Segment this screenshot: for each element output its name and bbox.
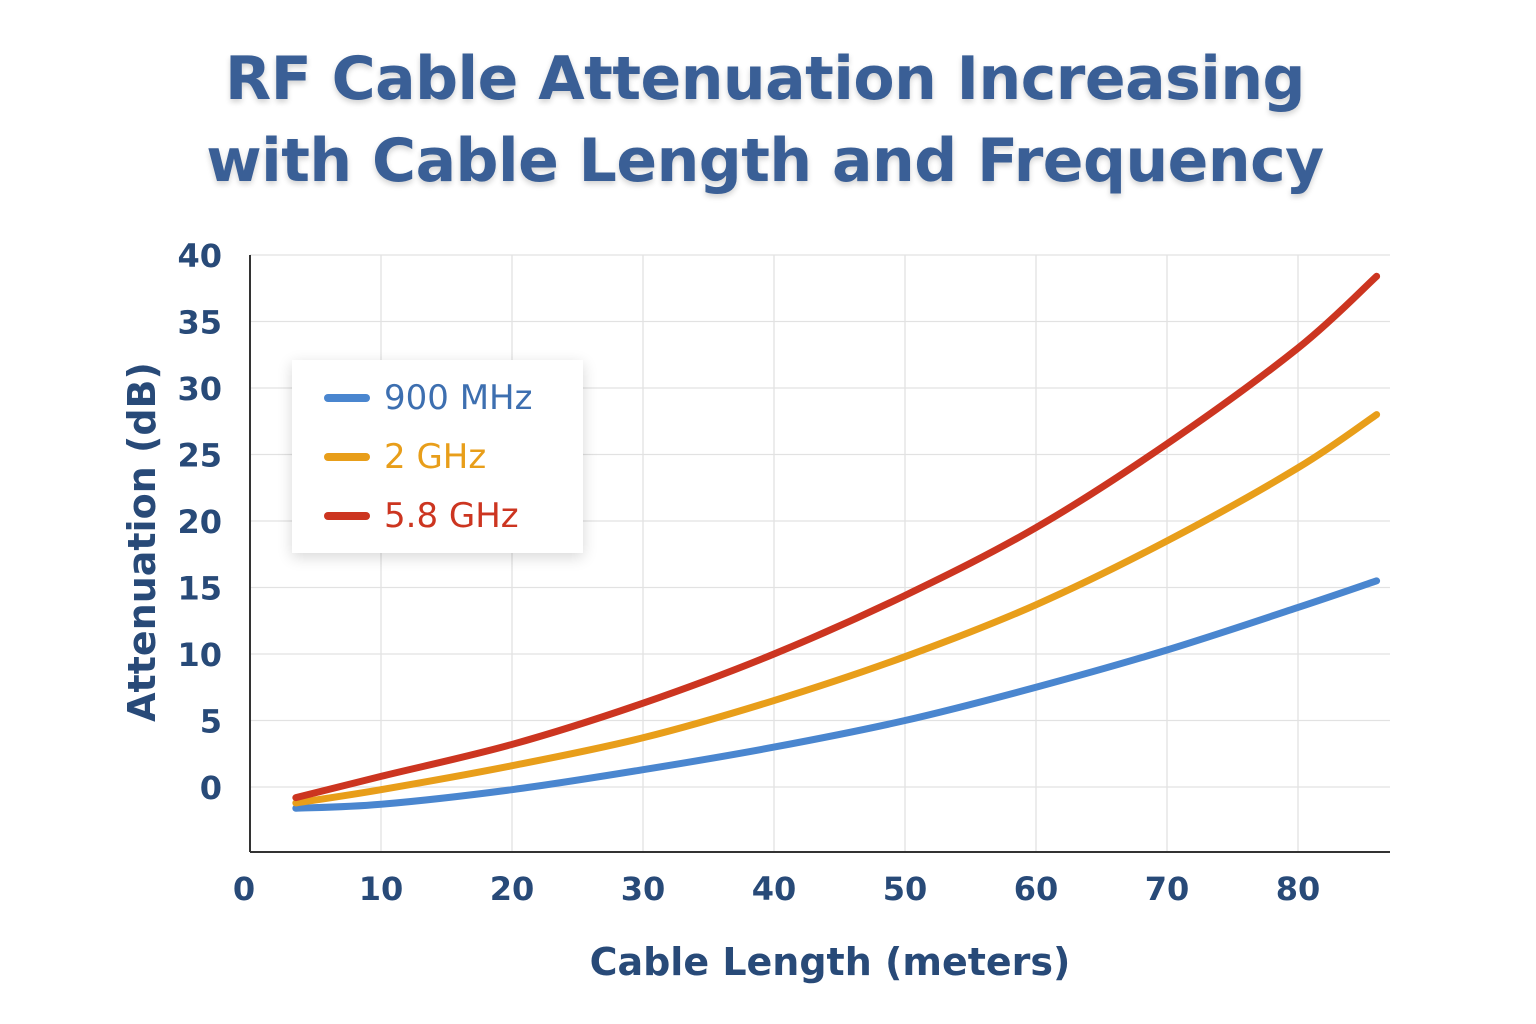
x-tick-label: 40 <box>752 870 797 908</box>
x-tick-label: 50 <box>883 870 928 908</box>
y-tick-label: 10 <box>177 636 222 674</box>
y-tick-label: 35 <box>177 304 222 342</box>
y-tick-label: 25 <box>177 437 222 475</box>
y-tick-label: 15 <box>177 570 222 608</box>
y-tick-label: 30 <box>177 370 222 408</box>
series-line-2-ghz <box>292 411 1381 807</box>
x-tick-label: 30 <box>621 870 666 908</box>
y-tick-label: 0 <box>200 769 222 807</box>
y-tick-label: 5 <box>200 703 222 741</box>
x-tick-label: 10 <box>359 870 404 908</box>
chart-title-line-1: RF Cable Attenuation Increasing <box>225 44 1306 114</box>
y-tick-label: 20 <box>177 503 222 541</box>
x-tick-label: 80 <box>1276 870 1321 908</box>
legend-swatch-900mhz <box>324 394 370 402</box>
legend-label-5-8ghz: 5.8 GHz <box>384 496 519 536</box>
chart-title: RF Cable Attenuation Increasing with Cab… <box>0 38 1530 202</box>
x-tick-label: 20 <box>490 870 535 908</box>
legend-item-5-8ghz: 5.8 GHz <box>324 491 519 541</box>
legend: 900 MHz 2 GHz 5.8 GHz <box>292 360 583 553</box>
x-axis-label: Cable Length (meters) <box>590 940 1071 984</box>
x-tick-label: 60 <box>1014 870 1059 908</box>
legend-label-900mhz: 900 MHz <box>384 378 533 418</box>
legend-item-900mhz: 900 MHz <box>324 373 532 423</box>
legend-swatch-2ghz <box>324 453 370 461</box>
legend-item-2ghz: 2 GHz <box>324 432 486 482</box>
legend-swatch-5-8ghz <box>324 512 370 520</box>
x-tick-label: 70 <box>1145 870 1190 908</box>
series-line-900-mhz <box>292 577 1381 812</box>
x-tick-label: 0 <box>233 870 255 908</box>
y-axis-label: Attenuation (dB) <box>120 362 164 722</box>
legend-label-2ghz: 2 GHz <box>384 437 487 477</box>
y-tick-label: 40 <box>177 237 222 275</box>
series-line-5-8-ghz <box>292 272 1381 802</box>
chart-title-line-2: with Cable Length and Frequency <box>206 126 1324 196</box>
